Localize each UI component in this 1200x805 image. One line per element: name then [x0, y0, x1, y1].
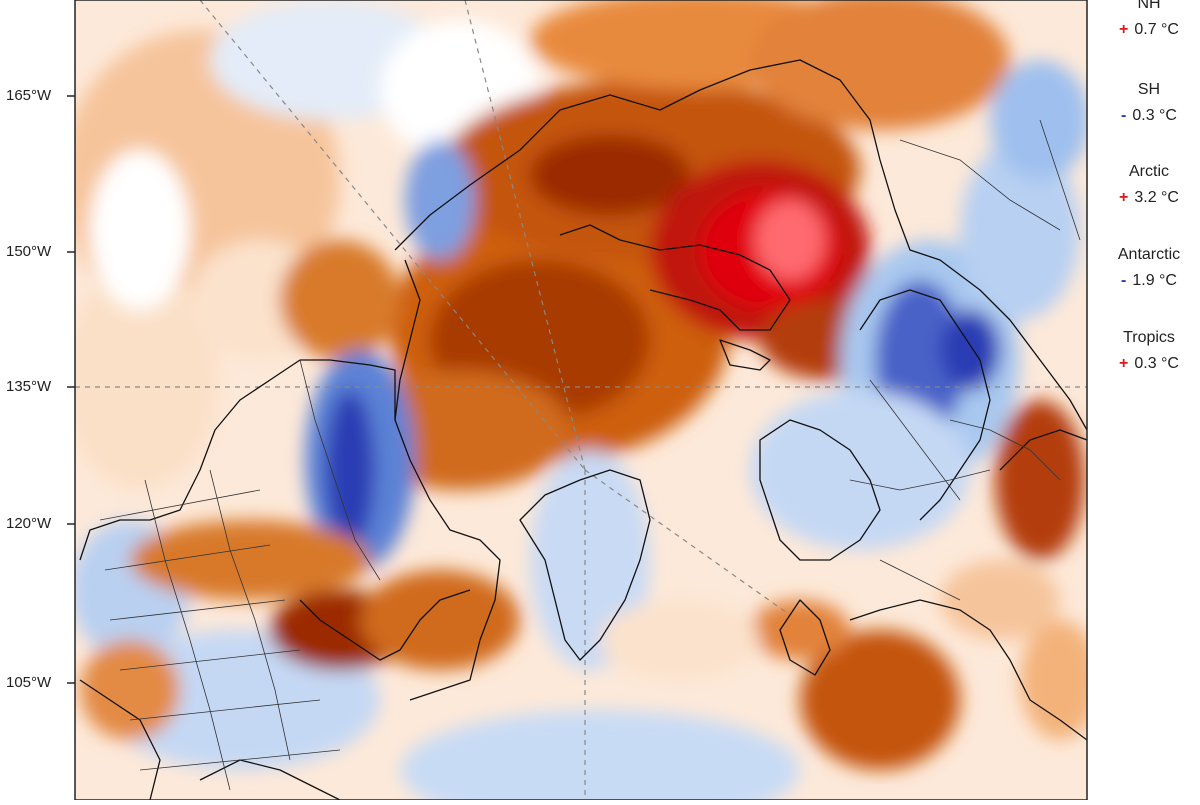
legend-value-row: -0.3 °C — [1098, 106, 1200, 126]
legend-value-row: +0.7 °C — [1098, 20, 1200, 40]
anomaly-field — [75, 0, 1087, 800]
legend-value-row: +0.3 °C — [1098, 354, 1200, 374]
legend-name: NH — [1137, 0, 1161, 12]
plus-sign-icon: + — [1119, 189, 1129, 206]
legend-item-arctic: Arctic +3.2 °C — [1098, 162, 1200, 208]
legend-value: 3.2 °C — [1134, 189, 1179, 206]
legend-name: Antarctic — [1117, 246, 1181, 263]
political-boundaries — [99, 119, 1081, 791]
longitude-label-150w: 150°W — [6, 243, 52, 260]
graticule — [75, 0, 1087, 800]
legend-item-sh: SH -0.3 °C — [1098, 80, 1200, 126]
legend-name: Arctic — [1129, 163, 1169, 180]
legend-name: SH — [1137, 81, 1161, 98]
legend-value: 0.3 °C — [1132, 107, 1177, 124]
longitude-label-135w: 135°W — [6, 378, 52, 395]
legend-name: Tropics — [1123, 329, 1175, 346]
plus-sign-icon: + — [1119, 355, 1129, 372]
legend-item-tropics: Tropics +0.3 °C — [1098, 328, 1200, 374]
longitude-label-165w: 165°W — [6, 87, 52, 104]
minus-sign-icon: - — [1121, 107, 1127, 124]
regional-anomaly-legend: NH +0.7 °C SH -0.3 °C Arctic +3.2 °C Ant… — [1098, 0, 1200, 800]
plus-sign-icon: + — [1119, 21, 1129, 38]
legend-item-antarctic: Antarctic -1.9 °C — [1098, 245, 1200, 291]
legend-value: 0.7 °C — [1134, 21, 1179, 38]
legend-item-nh: NH +0.7 °C — [1098, 0, 1200, 40]
coastlines — [79, 59, 1087, 800]
axis-ticks — [67, 95, 75, 684]
longitude-label-120w: 120°W — [6, 515, 52, 532]
minus-sign-icon: - — [1121, 272, 1127, 289]
longitude-label-105w: 105°W — [6, 674, 52, 691]
legend-value: 1.9 °C — [1132, 272, 1177, 289]
legend-value-row: +3.2 °C — [1098, 188, 1200, 208]
legend-value-row: -1.9 °C — [1098, 271, 1200, 291]
legend-value: 0.3 °C — [1134, 355, 1179, 372]
